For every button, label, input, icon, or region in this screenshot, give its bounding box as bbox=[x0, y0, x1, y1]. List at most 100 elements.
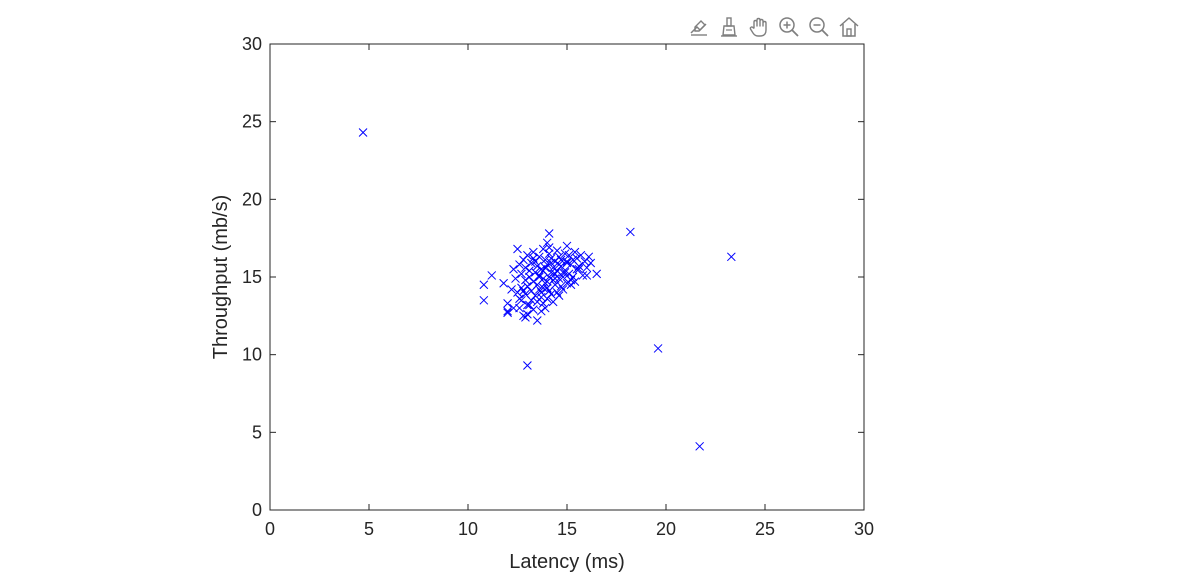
data-point bbox=[528, 305, 538, 314]
data-point bbox=[546, 258, 556, 268]
data-point bbox=[503, 306, 512, 316]
x-tick-label: 30 bbox=[854, 519, 874, 539]
data-point bbox=[509, 264, 518, 274]
data-point bbox=[479, 295, 489, 305]
data-point bbox=[528, 247, 538, 257]
y-axis-label: Throughput (mb/s) bbox=[210, 195, 232, 360]
data-point bbox=[499, 278, 508, 288]
x-tick-label: 5 bbox=[364, 519, 374, 539]
data-point bbox=[558, 285, 568, 294]
brush-button[interactable] bbox=[714, 12, 744, 42]
data-point bbox=[521, 313, 530, 322]
data-point bbox=[726, 252, 736, 262]
zoom-out-button[interactable] bbox=[804, 12, 834, 42]
data-point bbox=[534, 272, 544, 282]
data-point bbox=[568, 272, 578, 282]
brush-icon bbox=[721, 17, 737, 37]
data-point bbox=[554, 291, 564, 300]
data-point bbox=[695, 441, 705, 451]
data-point bbox=[574, 261, 584, 271]
data-point bbox=[550, 274, 560, 283]
data-point bbox=[566, 280, 576, 290]
data-point bbox=[556, 255, 566, 265]
y-tick-label: 25 bbox=[242, 112, 262, 132]
data-point bbox=[544, 243, 554, 252]
data-point bbox=[519, 286, 528, 296]
data-point bbox=[513, 244, 522, 254]
data-point bbox=[558, 267, 568, 277]
data-point bbox=[570, 247, 580, 257]
x-axis-label: Latency (ms) bbox=[509, 551, 625, 573]
data-point bbox=[507, 285, 516, 294]
y-tick-label: 0 bbox=[252, 500, 262, 520]
data-point bbox=[570, 277, 580, 287]
data-point bbox=[521, 263, 530, 273]
y-tick-label: 30 bbox=[242, 34, 262, 54]
data-point bbox=[542, 238, 552, 248]
data-point bbox=[487, 271, 497, 280]
data-point bbox=[532, 261, 542, 271]
axes-box bbox=[269, 43, 865, 511]
data-point bbox=[479, 280, 489, 290]
data-point bbox=[517, 295, 526, 305]
data-tips-icon bbox=[690, 20, 707, 36]
data-point bbox=[544, 272, 554, 282]
data-point bbox=[503, 299, 512, 308]
data-point bbox=[544, 249, 554, 259]
data-point bbox=[626, 227, 635, 237]
y-tick-label: 20 bbox=[242, 189, 262, 209]
data-point bbox=[554, 260, 564, 269]
data-points bbox=[358, 128, 736, 451]
data-point bbox=[572, 254, 582, 263]
data-point bbox=[523, 300, 532, 310]
data-point bbox=[532, 316, 542, 325]
y-tick-label: 10 bbox=[242, 345, 262, 365]
x-tick-labels: 0 5 10 15 20 25 30 bbox=[265, 519, 874, 539]
data-point bbox=[517, 269, 526, 279]
data-point bbox=[538, 244, 548, 254]
data-point bbox=[536, 306, 546, 316]
y-tick-label: 15 bbox=[242, 267, 262, 287]
data-point bbox=[544, 229, 554, 238]
home-icon bbox=[839, 17, 859, 37]
data-point bbox=[562, 241, 572, 251]
y-tick-label: 5 bbox=[252, 422, 262, 442]
zoom-in-icon bbox=[779, 17, 799, 37]
axes-toolbar bbox=[684, 12, 866, 42]
data-point bbox=[540, 255, 550, 265]
zoom-out-icon bbox=[809, 17, 829, 37]
x-tick-label: 0 bbox=[265, 519, 275, 539]
data-point bbox=[548, 263, 558, 273]
data-point bbox=[550, 280, 560, 290]
data-tips-button[interactable] bbox=[684, 12, 714, 42]
data-point bbox=[582, 271, 592, 280]
data-point bbox=[592, 269, 602, 279]
data-point bbox=[515, 303, 524, 313]
data-point bbox=[586, 258, 596, 268]
data-point bbox=[540, 303, 550, 313]
x-tick-label: 15 bbox=[557, 519, 577, 539]
home-button[interactable] bbox=[834, 12, 864, 42]
data-point bbox=[538, 283, 548, 293]
data-point bbox=[523, 361, 532, 370]
zoom-in-button[interactable] bbox=[774, 12, 804, 42]
data-point bbox=[358, 128, 368, 137]
pan-icon bbox=[749, 17, 767, 37]
data-point bbox=[552, 246, 562, 255]
x-tick-label: 20 bbox=[656, 519, 676, 539]
data-point bbox=[584, 252, 594, 262]
data-point bbox=[503, 308, 512, 318]
x-tick-label: 25 bbox=[755, 519, 775, 539]
pan-button[interactable] bbox=[744, 12, 774, 42]
data-point bbox=[530, 291, 540, 300]
data-point bbox=[528, 254, 538, 263]
data-point bbox=[653, 344, 663, 353]
data-point bbox=[564, 269, 574, 279]
data-point bbox=[525, 266, 534, 276]
data-point bbox=[511, 274, 520, 283]
data-point bbox=[523, 250, 532, 260]
data-point bbox=[521, 275, 530, 285]
data-point bbox=[540, 263, 550, 273]
